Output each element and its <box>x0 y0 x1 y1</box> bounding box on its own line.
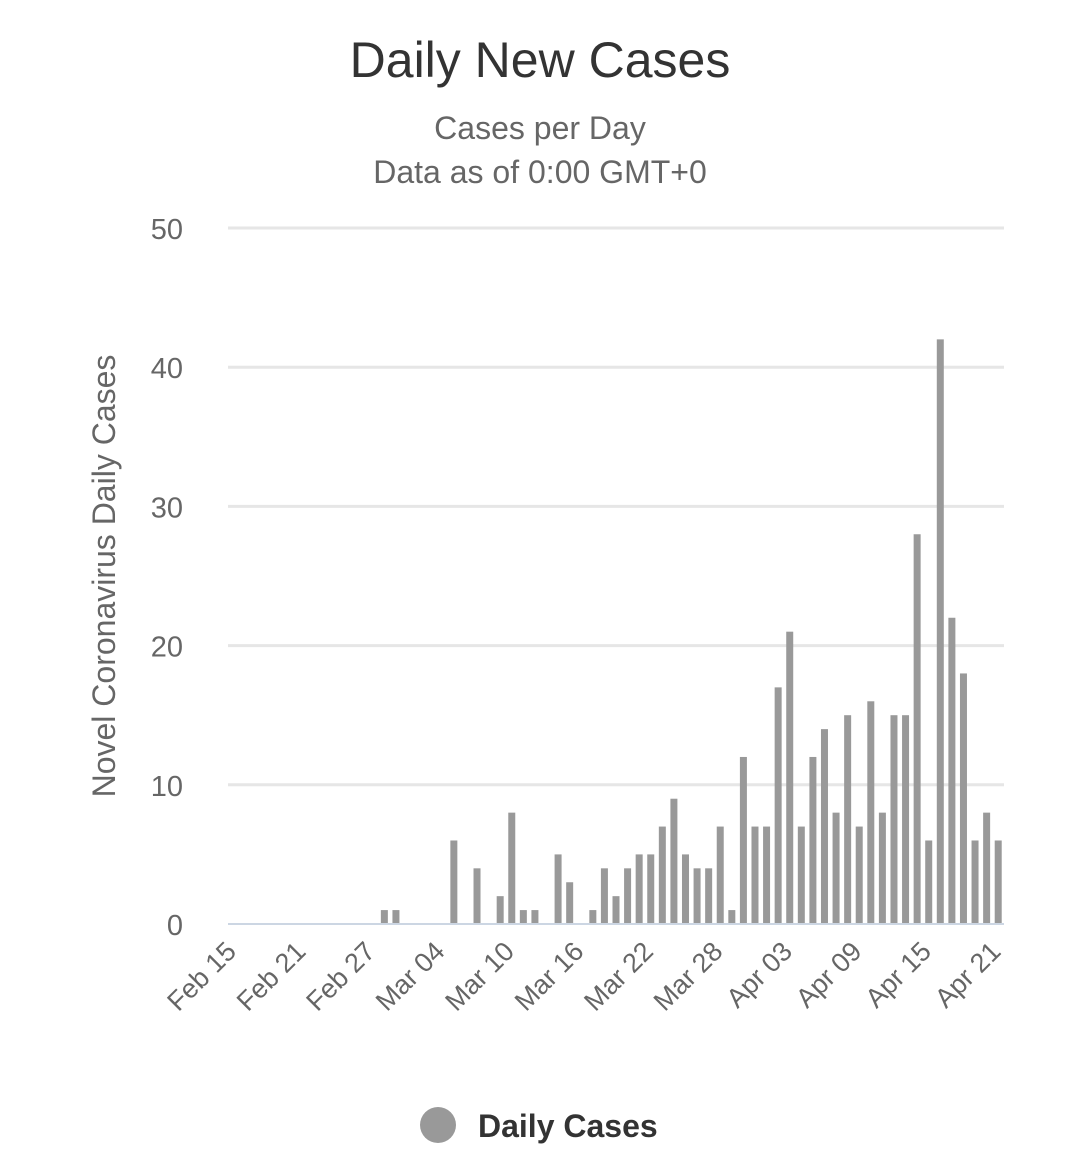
bar-apr-20[interactable]: Apr 20: 8 <box>983 812 991 924</box>
bar-mar-14[interactable]: Mar 14: 5 <box>554 854 562 924</box>
bar-apr-04[interactable]: Apr 04: 7 <box>797 826 805 924</box>
bar-feb-29[interactable]: Feb 29: 1 <box>392 910 400 924</box>
y-axis-label: Novel Coronavirus Daily Cases <box>86 355 122 798</box>
y-tick-label: 10 <box>151 771 183 803</box>
bar-apr-19[interactable]: Apr 19: 6 <box>971 840 979 924</box>
bar-mar-23[interactable]: Mar 23: 7 <box>658 826 666 924</box>
bar-apr-07[interactable]: Apr 07: 8 <box>832 812 840 924</box>
bar-mar-18[interactable]: Mar 18: 4 <box>600 868 608 924</box>
legend-marker <box>420 1107 456 1143</box>
x-tick-label: Apr 09 <box>790 936 867 1013</box>
bar-apr-16[interactable]: Apr 16: 42 <box>936 339 944 924</box>
bar-apr-02[interactable]: Apr 02: 17 <box>774 687 782 924</box>
x-tick-label: Feb 21 <box>231 936 312 1017</box>
bar-mar-31[interactable]: Mar 31: 7 <box>751 826 759 924</box>
bar-mar-19[interactable]: Mar 19: 2 <box>612 896 620 924</box>
x-tick-label: Apr 15 <box>859 936 936 1013</box>
bar-apr-12[interactable]: Apr 12: 15 <box>890 715 898 924</box>
y-tick-label: 20 <box>151 632 183 664</box>
bar-apr-11[interactable]: Apr 11: 8 <box>878 812 886 924</box>
bar-mar-28[interactable]: Mar 28: 7 <box>716 826 724 924</box>
bar-apr-18[interactable]: Apr 18: 18 <box>959 673 967 924</box>
gridlines <box>228 226 1004 787</box>
x-tick-label: Apr 03 <box>721 936 798 1013</box>
bar-apr-10[interactable]: Apr 10: 16 <box>867 701 875 924</box>
bar-mar-22[interactable]: Mar 22: 5 <box>647 854 655 924</box>
bar-mar-12[interactable]: Mar 12: 1 <box>531 910 539 924</box>
x-tick-label: Mar 16 <box>509 936 590 1017</box>
legend-item-daily-cases[interactable]: Daily Cases <box>420 1107 658 1144</box>
bar-apr-15[interactable]: Apr 15: 6 <box>925 840 933 924</box>
x-tick-label: Feb 27 <box>300 936 381 1017</box>
y-axis-ticks: 0 10 20 30 40 50 <box>151 214 183 942</box>
chart-subtitle-line-2: Data as of 0:00 GMT+0 <box>373 154 707 190</box>
y-tick-label: 0 <box>167 910 183 942</box>
bar-mar-17[interactable]: Mar 17: 1 <box>589 910 597 924</box>
bar-mar-07[interactable]: Mar 07: 4 <box>473 868 481 924</box>
bar-mar-30[interactable]: Mar 30: 12 <box>739 756 747 924</box>
bar-apr-21[interactable]: Apr 21: 6 <box>994 840 1002 924</box>
bar-mar-05[interactable]: Mar 05: 6 <box>450 840 458 924</box>
bar-apr-03[interactable]: Apr 03: 21 <box>786 631 794 924</box>
bar-mar-27[interactable]: Mar 27: 4 <box>705 868 713 924</box>
bar-mar-21[interactable]: Mar 21: 5 <box>635 854 643 924</box>
bar-apr-13[interactable]: Apr 13: 15 <box>902 715 910 924</box>
bars: Feb 28: 1 Feb 29: 1 Mar 05: 6 Mar 07: 4 Mar … <box>380 339 1002 924</box>
y-tick-label: 50 <box>151 214 183 246</box>
y-tick-label: 40 <box>151 353 183 385</box>
bar-apr-05[interactable]: Apr 05: 12 <box>809 756 817 924</box>
x-tick-label: Mar 22 <box>578 936 659 1017</box>
bar-apr-01[interactable]: Apr 01: 7 <box>763 826 771 924</box>
x-tick-label: Mar 04 <box>370 936 451 1017</box>
x-tick-label: Apr 21 <box>929 936 1006 1013</box>
chart-subtitle-line-1: Cases per Day <box>434 110 646 146</box>
bar-apr-14[interactable]: Apr 14: 28 <box>913 534 921 924</box>
x-tick-label: Mar 10 <box>439 936 520 1017</box>
x-tick-label: Mar 28 <box>648 936 729 1017</box>
bar-mar-11[interactable]: Mar 11: 1 <box>519 910 527 924</box>
bar-mar-20[interactable]: Mar 20: 4 <box>624 868 632 924</box>
bar-apr-08[interactable]: Apr 08: 15 <box>844 715 852 924</box>
bar-mar-15[interactable]: Mar 15: 3 <box>566 882 574 924</box>
bar-mar-10[interactable]: Mar 10: 8 <box>508 812 516 924</box>
legend-label: Daily Cases <box>478 1108 658 1144</box>
bar-feb-28[interactable]: Feb 28: 1 <box>380 910 388 924</box>
bar-mar-09[interactable]: Mar 09: 2 <box>496 896 504 924</box>
chart-title: Daily New Cases <box>350 32 731 88</box>
bar-apr-06[interactable]: Apr 06: 14 <box>820 729 828 924</box>
bar-mar-24[interactable]: Mar 24: 9 <box>670 798 678 924</box>
bar-apr-09[interactable]: Apr 09: 7 <box>855 826 863 924</box>
bar-mar-29[interactable]: Mar 29: 1 <box>728 910 736 924</box>
bar-apr-17[interactable]: Apr 17: 22 <box>948 617 956 924</box>
bar-mar-26[interactable]: Mar 26: 4 <box>693 868 701 924</box>
y-tick-label: 30 <box>151 492 183 524</box>
x-tick-label: Feb 15 <box>161 936 242 1017</box>
bar-mar-25[interactable]: Mar 25: 5 <box>681 854 689 924</box>
